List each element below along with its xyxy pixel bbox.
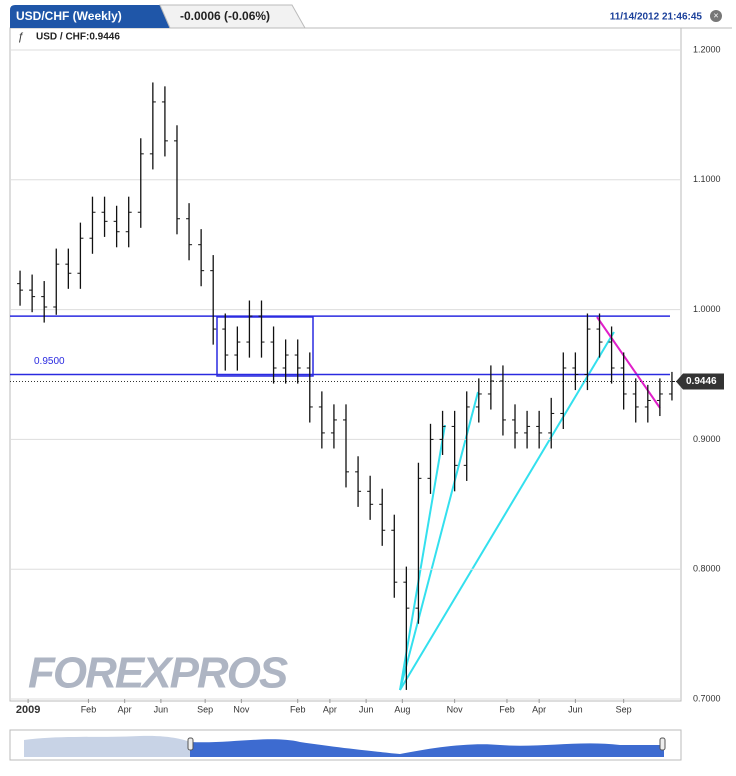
trend-lines	[399, 331, 615, 691]
change: -0.0006 (-0.06%)	[180, 9, 270, 23]
timestamp: 11/14/2012 21:46:45	[610, 12, 703, 23]
x-tick-label: Feb	[81, 704, 97, 714]
x-tick-label: Jun	[568, 704, 583, 714]
x-tick-label: Jun	[154, 704, 169, 714]
chart-title: USD/CHF (Weekly)	[16, 9, 122, 23]
down-trend-line	[596, 316, 661, 409]
legend-icon: ƒ	[18, 31, 24, 43]
navigator-area-left	[24, 735, 190, 757]
x-tick-label: Sep	[616, 704, 632, 714]
trend-line	[399, 391, 479, 691]
range-box	[216, 316, 314, 377]
trend-line	[399, 331, 615, 691]
change-tab	[159, 4, 306, 29]
navigator-handle[interactable]	[187, 737, 194, 751]
x-tick-label: Sep	[197, 704, 213, 714]
close-icon: ×	[713, 10, 718, 20]
x-tick-label: 2009	[16, 704, 40, 716]
x-tick-label: Nov	[233, 704, 250, 714]
x-tick-label: Jun	[359, 704, 374, 714]
close-button[interactable]	[710, 10, 722, 22]
plot-frame	[9, 27, 682, 702]
y-tick-label: 1.0000	[693, 304, 721, 314]
title-tab	[10, 5, 170, 28]
watermark: FOREXPROS	[28, 649, 288, 698]
legend: USD / CHF:0.9446	[36, 32, 120, 43]
navigator-area	[190, 739, 664, 757]
x-tick-label: Feb	[499, 704, 515, 714]
y-tick-label: 1.1000	[693, 174, 721, 184]
x-tick-label: Apr	[323, 704, 337, 714]
x-tick-label: Nov	[447, 704, 464, 714]
last-price-box	[676, 373, 724, 390]
navigator-handle[interactable]	[659, 737, 666, 751]
trend-line	[399, 424, 446, 691]
last-price-label: 0.9446	[686, 376, 717, 387]
y-tick-label: 0.8000	[693, 564, 721, 574]
level-label: 0.9500	[34, 356, 65, 367]
x-tick-label: Apr	[532, 704, 546, 714]
x-tick-label: Aug	[394, 704, 410, 714]
y-tick-label: 0.9000	[693, 434, 721, 444]
y-tick-label: 1.2000	[693, 44, 721, 54]
x-tick-label: Feb	[290, 704, 306, 714]
x-tick-label: Apr	[118, 704, 132, 714]
y-tick-label: 0.7000	[693, 693, 721, 703]
